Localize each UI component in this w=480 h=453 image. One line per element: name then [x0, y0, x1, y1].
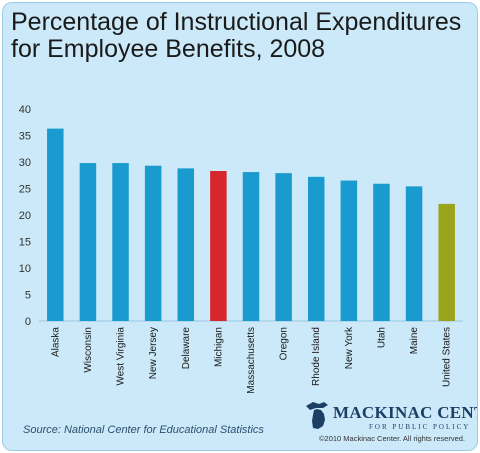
category-label: New York [344, 326, 355, 369]
bar [144, 165, 162, 321]
category-label: Rhode Island [311, 327, 322, 386]
y-tick-label: 25 [19, 184, 31, 196]
copyright-note: ©2010 Mackinac Center. All rights reserv… [319, 434, 466, 443]
y-tick-label: 20 [19, 210, 31, 222]
bar [340, 180, 358, 321]
bar [47, 128, 64, 321]
bar [177, 168, 195, 321]
category-label: Massachusetts [246, 327, 257, 394]
category-label: Michigan [213, 327, 224, 367]
bar [438, 203, 455, 321]
category-label: Alaska [50, 327, 61, 357]
category-label: Utah [376, 327, 387, 348]
logo-subtitle: FOR PUBLIC POLICY [369, 423, 471, 431]
bar [275, 173, 292, 321]
y-tick-label: 5 [25, 290, 31, 302]
y-tick-label: 0 [25, 316, 31, 328]
michigan-map-icon [306, 402, 328, 429]
bar [373, 183, 390, 321]
category-label: West Virginia [116, 327, 127, 386]
bar [307, 176, 325, 321]
y-tick-label: 40 [19, 104, 31, 116]
y-tick-label: 30 [19, 157, 31, 169]
mackinac-center-logo: MACKINAC CENTER FOR PUBLIC POLICY ©2010 … [303, 397, 477, 445]
category-label: Oregon [279, 327, 290, 360]
bar [79, 163, 97, 321]
y-tick-label: 15 [19, 237, 31, 249]
bar [210, 171, 227, 321]
category-label: Maine [409, 327, 420, 355]
bar [242, 172, 260, 321]
bar [405, 186, 423, 321]
category-label: Wisconsin [83, 327, 94, 373]
chart-title: Percentage of Instructional Expenditures… [11, 8, 462, 63]
y-tick-label: 35 [19, 131, 31, 143]
logo-name: MACKINAC CENTER [333, 403, 477, 422]
source-note: Source: National Center for Educational … [23, 424, 264, 436]
category-label: New Jersey [148, 327, 159, 379]
category-label: Delaware [181, 327, 192, 370]
category-label: United States [442, 327, 453, 387]
y-tick-label: 10 [19, 263, 31, 275]
bar-chart: 0 5 10 15 20 25 30 35 40 Alaska Wisconsin West Virg… [19, 104, 463, 394]
bar [112, 163, 129, 321]
